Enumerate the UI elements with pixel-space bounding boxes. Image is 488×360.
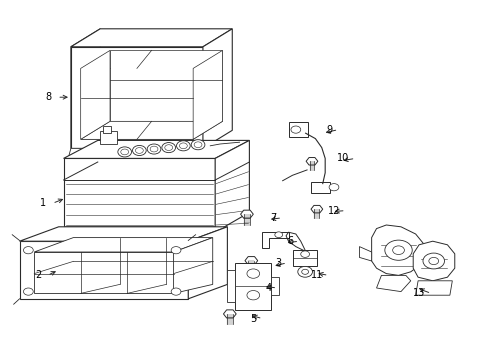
Polygon shape (188, 227, 227, 299)
Polygon shape (271, 277, 278, 295)
Polygon shape (359, 247, 371, 261)
Polygon shape (310, 182, 329, 193)
Polygon shape (305, 158, 317, 165)
Polygon shape (261, 232, 288, 248)
Circle shape (162, 143, 175, 153)
Circle shape (23, 247, 33, 254)
Polygon shape (240, 210, 253, 218)
Circle shape (176, 141, 190, 151)
Circle shape (384, 240, 411, 260)
Polygon shape (234, 263, 271, 310)
Polygon shape (215, 140, 249, 232)
Polygon shape (102, 126, 111, 133)
Circle shape (301, 269, 308, 274)
Polygon shape (310, 206, 322, 213)
Polygon shape (412, 241, 454, 281)
Circle shape (300, 251, 309, 257)
Text: 6: 6 (286, 236, 293, 246)
Polygon shape (203, 29, 232, 148)
Text: 3: 3 (274, 258, 281, 268)
Text: 2: 2 (35, 270, 41, 280)
Polygon shape (81, 68, 193, 139)
Polygon shape (81, 50, 110, 139)
Text: 10: 10 (337, 153, 349, 163)
Circle shape (23, 288, 33, 295)
Polygon shape (71, 29, 232, 47)
Circle shape (290, 126, 300, 133)
Polygon shape (227, 270, 234, 302)
Polygon shape (293, 250, 316, 266)
Circle shape (179, 143, 187, 149)
Text: 5: 5 (250, 314, 256, 324)
Text: 7: 7 (269, 213, 276, 223)
Circle shape (274, 232, 282, 238)
Polygon shape (110, 50, 222, 121)
Polygon shape (63, 140, 249, 158)
Circle shape (392, 246, 404, 255)
Polygon shape (376, 275, 410, 292)
Polygon shape (288, 122, 307, 137)
Polygon shape (34, 252, 173, 293)
Polygon shape (68, 148, 90, 157)
Circle shape (132, 145, 146, 156)
Polygon shape (100, 131, 117, 144)
Polygon shape (20, 227, 227, 241)
Polygon shape (183, 148, 205, 157)
Polygon shape (34, 238, 212, 252)
Text: 11: 11 (310, 270, 322, 280)
Circle shape (297, 266, 312, 277)
Polygon shape (71, 47, 203, 148)
Circle shape (118, 147, 131, 157)
Polygon shape (63, 158, 215, 232)
Text: 12: 12 (327, 206, 339, 216)
Circle shape (171, 247, 181, 254)
Polygon shape (223, 310, 236, 318)
Polygon shape (193, 50, 222, 139)
Polygon shape (173, 238, 212, 293)
Circle shape (422, 253, 444, 269)
Circle shape (121, 149, 128, 155)
Circle shape (246, 269, 259, 278)
Polygon shape (371, 225, 425, 275)
Circle shape (164, 145, 172, 150)
Circle shape (246, 291, 259, 300)
Polygon shape (415, 281, 451, 295)
Circle shape (135, 148, 143, 153)
Text: 9: 9 (325, 125, 332, 135)
Polygon shape (20, 241, 188, 299)
Polygon shape (71, 29, 100, 148)
Circle shape (194, 142, 202, 148)
Circle shape (171, 288, 181, 295)
Text: 13: 13 (412, 288, 425, 298)
Circle shape (428, 257, 438, 265)
Polygon shape (81, 121, 222, 139)
Text: 1: 1 (40, 198, 46, 208)
Circle shape (328, 184, 338, 191)
Circle shape (147, 144, 161, 154)
Circle shape (150, 146, 158, 152)
Polygon shape (244, 257, 257, 265)
Text: 8: 8 (45, 92, 51, 102)
Text: 4: 4 (264, 283, 271, 293)
Circle shape (191, 140, 204, 150)
